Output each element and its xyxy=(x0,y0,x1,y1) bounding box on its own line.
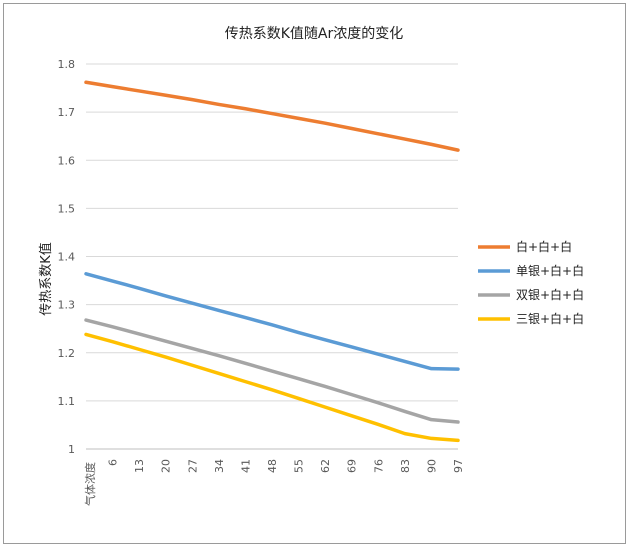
x-tick-label: 34 xyxy=(213,459,226,473)
y-tick-label: 1.2 xyxy=(58,347,76,360)
chart-title: 传热系数K值随Ar浓度的变化 xyxy=(225,26,404,42)
chart-frame: 传热系数K值随Ar浓度的变化 1 1.1 1.2 1.3 1.4 1.5 1.6 1.7 1.8… xyxy=(3,3,626,544)
legend-label: 单银+白+白 xyxy=(516,263,584,278)
y-tick-label: 1.4 xyxy=(58,251,76,264)
y-tick-label: 1.1 xyxy=(58,395,76,408)
series-line xyxy=(84,332,460,443)
y-tick-label: 1.7 xyxy=(58,106,76,119)
series-line xyxy=(84,272,460,371)
series-line xyxy=(84,80,460,152)
x-tick-label: 6 xyxy=(107,459,120,466)
y-tick-label: 1.6 xyxy=(58,154,76,167)
y-axis-ticks: 1 1.1 1.2 1.3 1.4 1.5 1.6 1.7 1.8 xyxy=(58,58,76,456)
x-tick-label: 76 xyxy=(372,459,385,473)
x-tick-label: 62 xyxy=(319,459,332,473)
y-axis-label: 传热系数K值 xyxy=(38,242,54,316)
legend-label: 白+白+白 xyxy=(516,239,572,254)
x-tick-label: 27 xyxy=(186,459,199,473)
x-tick-label: 20 xyxy=(160,459,173,473)
chart-svg: 传热系数K值随Ar浓度的变化 1 1.1 1.2 1.3 1.4 1.5 1.6 1.7 1.8… xyxy=(38,26,584,506)
x-tick-label: 97 xyxy=(452,459,465,473)
x-tick-label: 41 xyxy=(239,459,252,473)
x-tick-label: 83 xyxy=(399,459,412,473)
x-tick-label: 90 xyxy=(425,459,438,473)
y-tick-label: 1.3 xyxy=(58,299,76,312)
y-tick-label: 1.5 xyxy=(58,202,76,215)
x-tick-label: 13 xyxy=(133,459,146,473)
series-lines xyxy=(84,80,460,443)
legend: 白+白+白单银+白+白双银+白+白三银+白+白 xyxy=(478,239,584,326)
x-axis-ticks: 6 13 20 27 34 41 48 55 62 69 76 83 90 97 xyxy=(107,459,465,473)
x-tick-label: 69 xyxy=(346,459,359,473)
y-tick-label: 1.8 xyxy=(58,58,76,71)
x-axis-label: 气体浓度 xyxy=(83,462,97,506)
x-tick-label: 48 xyxy=(266,459,279,473)
legend-label: 三银+白+白 xyxy=(516,311,584,326)
series-line xyxy=(84,318,460,424)
y-tick-label: 1 xyxy=(68,443,75,456)
x-tick-label: 55 xyxy=(293,459,306,473)
legend-label: 双银+白+白 xyxy=(516,287,584,302)
